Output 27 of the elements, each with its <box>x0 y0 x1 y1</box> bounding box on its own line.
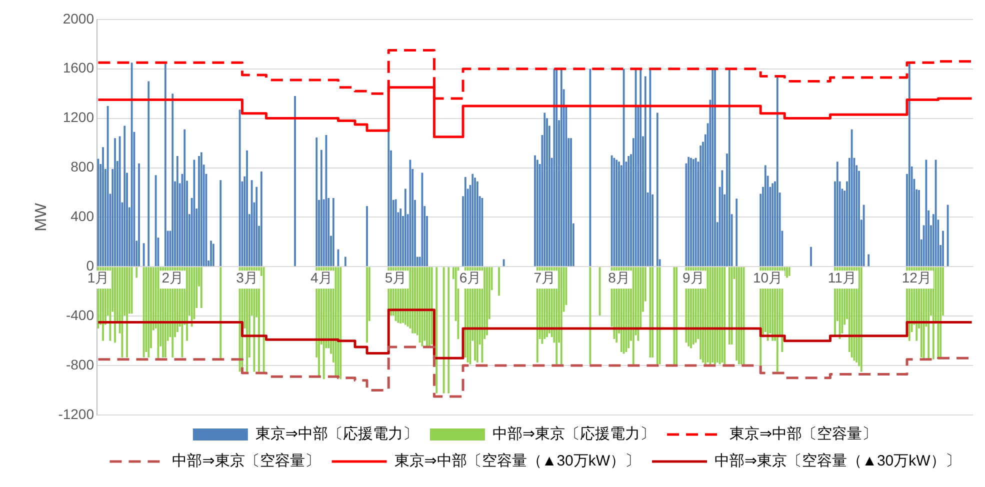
x-tick-label: 5月 <box>384 270 407 286</box>
x-tick-label: 4月 <box>310 270 332 286</box>
legend-label: 中部⇒東京〔空容量〕 <box>172 452 320 470</box>
x-tick-label: 1月 <box>87 270 110 286</box>
x-tick-label: 7月 <box>534 270 556 286</box>
y-tick-label: -400 <box>66 306 94 323</box>
legend-label: 東京⇒中部〔空容量〕 <box>730 426 878 443</box>
legend-label: 中部⇒東京〔応援電力〕 <box>492 426 656 443</box>
y-axis-title: MW <box>33 202 50 232</box>
y-tick-label: 1200 <box>62 109 94 126</box>
y-tick-label: 400 <box>70 208 94 224</box>
y-tick-label: 800 <box>70 158 94 175</box>
legend-label: 中部⇒東京〔空容量（▲30万kW）〕 <box>714 452 960 470</box>
x-tick-label: 9月 <box>682 270 704 286</box>
x-tick-label: 3月 <box>236 270 258 286</box>
x-tick-label: 8月 <box>608 270 630 286</box>
y-tick-label: 1600 <box>62 60 94 76</box>
x-tick-label: 11月 <box>828 270 856 286</box>
x-tick-label: 10月 <box>753 270 783 286</box>
x-tick-label: 12月 <box>902 270 932 286</box>
legend-label: 東京⇒中部〔応援電力〕 <box>255 426 418 443</box>
x-tick-label: 6月 <box>459 270 482 286</box>
y-tick-label: -800 <box>66 356 94 372</box>
x-tick-label: 2月 <box>162 270 184 286</box>
y-tick-label: -1200 <box>58 406 94 422</box>
y-tick-label: 2000 <box>62 10 94 26</box>
legend-label: 東京⇒中部〔空容量（▲30万kW）〕 <box>394 452 640 470</box>
